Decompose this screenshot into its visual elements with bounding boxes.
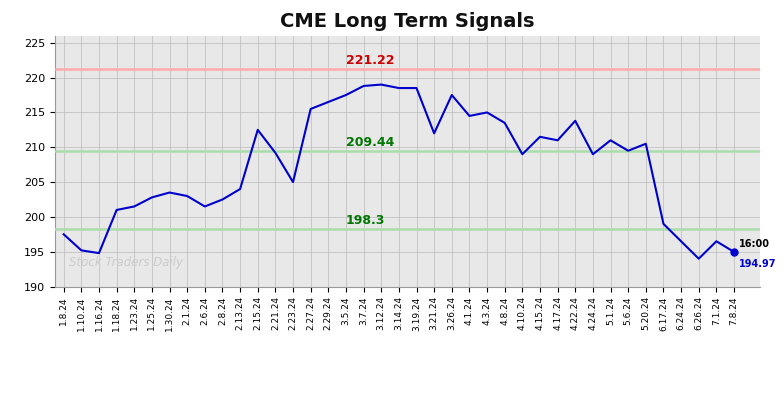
Text: 16:00: 16:00 xyxy=(739,238,771,249)
Text: 194.97: 194.97 xyxy=(739,259,777,269)
Text: 198.3: 198.3 xyxy=(346,214,385,227)
Text: 209.44: 209.44 xyxy=(346,137,394,149)
Text: 221.22: 221.22 xyxy=(346,55,394,67)
Title: CME Long Term Signals: CME Long Term Signals xyxy=(281,12,535,31)
Text: Stock Traders Daily: Stock Traders Daily xyxy=(69,256,183,269)
